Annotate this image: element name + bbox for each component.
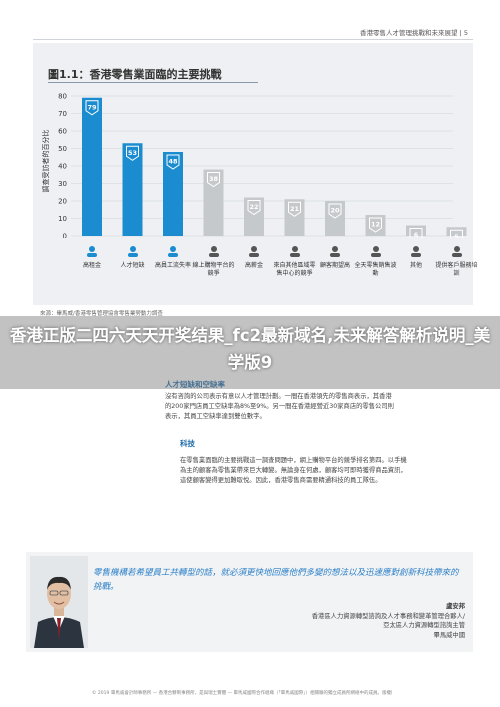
bar [82, 97, 102, 236]
shield-check-icon [328, 243, 342, 257]
bar [122, 143, 143, 236]
chart-title: 圖1.1：香港零售業面臨的主要挑戰 [48, 68, 222, 81]
attribution-line: 畢馬威中國 [433, 631, 465, 639]
value-badge [369, 217, 382, 233]
bar [244, 197, 264, 236]
paragraph-line: 表示，其員工空缺率達到雙位數字。 [165, 413, 266, 420]
header-rule [33, 39, 473, 40]
bar-value-label: 5 [454, 233, 459, 238]
attribution-name: 盧安邦 [446, 603, 465, 610]
section-heading-technology: 科技 [180, 439, 195, 448]
source-note: 來源：畢馬威/香港零售管理協會零售業勞動力調查 [40, 311, 163, 317]
header-tag: 香港零售人才管理挑戰和未來展望 | 5 [360, 29, 468, 37]
y-tick-label: 30 [58, 180, 67, 188]
value-badge [409, 228, 423, 238]
y-tick-label: 70 [58, 110, 67, 118]
bar-value-label: 48 [168, 158, 178, 166]
value-badge [288, 201, 301, 217]
y-tick-label: 40 [58, 163, 67, 171]
paragraph-line: 這使顧客變得更加難取悅。因此，香港零售商需要精通科技的員工隊伍。 [180, 477, 382, 484]
coins-icon [247, 243, 261, 257]
category-label: 高租金 [82, 262, 101, 269]
category-label: 線上購物平台的競爭 [192, 262, 235, 277]
paragraph-line: 沒有咨詢的公司表示有意以人才管理計劃。一間在香港領先的零售商表示，其香港 [165, 393, 392, 400]
overlay-title[interactable]: 香港正版二四六天天开奖结果_fc2最新域名,未来解答解析说明_美学版9 [9, 326, 491, 372]
chat-bubble-icon [409, 243, 423, 257]
title-overlay-band [0, 316, 500, 389]
bar-value-label: 6 [414, 231, 419, 238]
category-label: 全天零售銷售波動 [354, 262, 397, 277]
category-label: 高薪金 [244, 262, 263, 269]
value-badge [247, 200, 261, 216]
quote-box [26, 552, 473, 652]
value-badge [207, 172, 220, 188]
shopping-cart-icon [207, 243, 221, 257]
bar-value-label: 53 [128, 149, 137, 157]
bar [284, 199, 305, 236]
footer-legal: © 2019 畢馬威會計師事務所 — 香港合夥制事務所，是與瑞士實體 — 畢馬威… [92, 691, 392, 696]
bar-value-label: 20 [330, 207, 340, 215]
y-tick-label: 60 [58, 128, 67, 136]
value-badge [126, 145, 139, 161]
location-pin-icon [288, 243, 302, 257]
category-label: 其他 [409, 262, 422, 269]
paragraph-line: 在零售業面臨的主要挑戰這一調查問題中，網上購物平台的競爭排名第四。以手機 [180, 457, 407, 464]
staff-rotation-icon [166, 243, 180, 257]
chart-title-rule [48, 82, 258, 83]
paragraph-line: 為主的顧客為零售業帶來巨大轉變。無論身在何處，顧客均可即時獲得商品資訊， [180, 467, 407, 474]
value-badge [85, 100, 99, 116]
person-portrait-icon [30, 556, 88, 648]
category-label: 來自其他區域零售中心的競爭 [273, 262, 316, 277]
paragraph-technology: 在零售業面臨的主要挑戰這一調查問題中，網上購物平台的競爭排名第四。以手機 為主的… [180, 456, 480, 486]
y-tick-label: 10 [58, 215, 67, 223]
quote-attribution: 盧安邦 香港區人力資源轉型諮詢及人才事務和變革管理合夥人/ 亞太區人力資源轉型諮… [245, 602, 465, 640]
paragraph-talent: 沒有咨詢的公司表示有意以人才管理計劃。一間在香港領先的零售商表示，其香港 的20… [165, 392, 465, 422]
y-tick-label: 0 [63, 233, 67, 239]
bar-value-label: 21 [290, 205, 300, 213]
y-tick-label: 50 [58, 145, 67, 153]
paragraph-line: 的200家門店員工空缺率為8%至9%。另一間在香港經營近30家商店的零售公司則 [165, 403, 394, 410]
money-hand-icon [85, 243, 99, 257]
attribution-line: 亞太區人力資源轉型諮詢主管 [383, 622, 465, 629]
bar [365, 215, 386, 236]
clock-icon [369, 243, 383, 257]
value-badge [166, 154, 180, 170]
attribution-line: 香港區人力資源轉型諮詢及人才事務和變革管理合夥人/ [311, 612, 465, 620]
value-badge [328, 203, 342, 219]
bar-chart: 0 10 20 30 40 50 60 70 80 79 53 48 38 22 21 20 12 6 5 調查受… [41, 93, 467, 239]
pull-quote: 零售機構若希望員工共轉型的話，就必須更快地回應他們多變的想法以及迅速應對創新科技… [93, 568, 459, 592]
category-label: 高員工流失率 [154, 262, 191, 269]
chart-panel [33, 43, 473, 305]
bar [446, 227, 467, 236]
portrait-photo [30, 556, 88, 648]
category-label: 人才短缺 [120, 262, 145, 269]
y-tick-label: 80 [58, 93, 67, 101]
chart-bars: 79 53 48 38 22 21 20 12 6 5 [82, 97, 467, 238]
category-label: 顧客期望高 [319, 262, 350, 269]
presenter-icon [450, 243, 464, 257]
people-group-icon [126, 243, 140, 257]
bar-value-label: 22 [249, 203, 258, 211]
bar [406, 225, 426, 236]
category-label: 提供客戶服務培訓 [435, 262, 478, 277]
y-axis-label: 調查受訪者的百分比 [41, 130, 50, 193]
bar-value-label: 38 [209, 175, 219, 183]
section-heading-talent: 人才短缺和空缺率 [165, 380, 225, 389]
y-tick-label: 20 [58, 198, 67, 206]
bar-value-label: 12 [371, 221, 380, 229]
bar-value-label: 79 [87, 103, 97, 111]
bar [163, 152, 183, 236]
value-badge [450, 229, 463, 238]
bar [203, 169, 224, 236]
